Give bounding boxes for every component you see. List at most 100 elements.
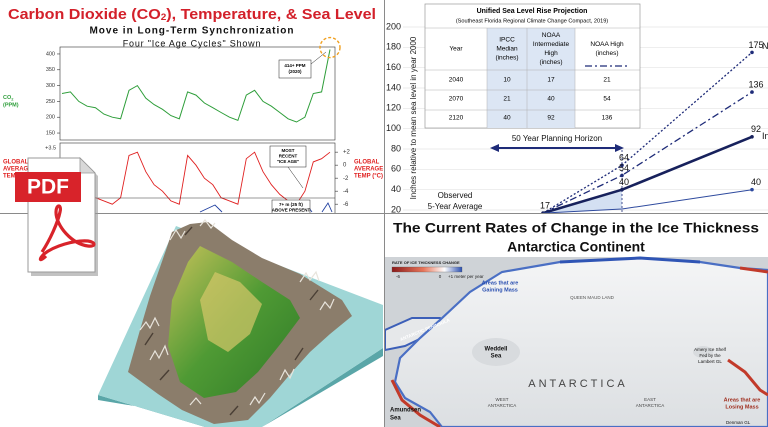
y-tick-label: -4	[343, 189, 349, 195]
y-tick-label: 180	[386, 42, 401, 52]
table-header: Median	[496, 46, 518, 53]
annotation: "ICE AGE"	[277, 159, 300, 164]
axis-label: Inches relative to mean sea level in yea…	[409, 36, 418, 199]
axis-label-text: CO	[3, 95, 12, 101]
table-cell: 2070	[449, 96, 464, 103]
annotation-box	[278, 59, 312, 79]
map-label: ANTARCTICA	[528, 378, 627, 390]
axis-label: GLOBAL	[3, 160, 29, 166]
legend-label: +1 meter per year	[448, 274, 484, 279]
annotation: Observed	[438, 191, 473, 200]
y-tick-label: 140	[386, 82, 401, 92]
y-tick-label: 120	[386, 103, 401, 113]
antarctica-panel: The Current Rates of Change in the Ice T…	[385, 214, 768, 427]
table-header: Intermediate	[533, 41, 570, 48]
table-cell: 10	[503, 77, 511, 84]
title-text: ), Temperature, & Sea Level	[166, 7, 376, 23]
title-text: Carbon Dioxide (CO	[8, 7, 161, 23]
table-cell: 40	[547, 96, 555, 103]
line-label: Int	[762, 131, 768, 141]
table-cell: 54	[603, 96, 611, 103]
y-tick-label: 100	[386, 123, 401, 133]
data-point	[750, 90, 754, 94]
annotation: MOST	[282, 148, 295, 153]
axis-label: (PPM)	[3, 102, 19, 108]
y-tick-label: 80	[391, 143, 401, 153]
table-header: NOAA High	[590, 41, 624, 48]
map-label: QUEEN MAUD LAND	[570, 295, 615, 300]
terrain-shadows	[144, 226, 319, 416]
y-tick-label: +3.5	[45, 145, 56, 151]
table-header: (inches)	[539, 59, 562, 66]
axis-label: TEMP	[3, 174, 20, 180]
axis-label: GLOBAL	[354, 160, 380, 166]
y-tick-label: +2	[343, 150, 351, 156]
co2-line	[61, 49, 331, 123]
temperature-line	[61, 151, 331, 205]
map-label: WEST	[496, 397, 509, 402]
axis-label: CO2	[3, 95, 14, 101]
y-tick-label: 60	[391, 164, 401, 174]
axis-label: AVERAGE	[354, 167, 383, 173]
annotation-arrow	[310, 51, 327, 65]
map-label: Amundsen	[390, 408, 421, 414]
loss-coast	[390, 266, 768, 427]
data-point	[620, 187, 624, 192]
pdf-fold	[79, 157, 96, 174]
table-header: IPCC	[499, 37, 515, 44]
table-cell: 21	[503, 96, 511, 103]
data-label: 175	[748, 40, 763, 50]
map-label: Areas that are	[482, 280, 519, 286]
map-label: ANTARCTICA	[636, 403, 664, 408]
pdf-band	[15, 172, 81, 202]
weddell-sea	[472, 338, 520, 366]
data-point	[620, 173, 624, 178]
table-shade	[487, 28, 575, 128]
axis-label: AVERAGE	[3, 167, 32, 173]
title-subscript: 2	[161, 12, 167, 22]
annotation: 7+ m (25 ft)	[279, 202, 303, 207]
y-tick-label: 350	[46, 67, 55, 73]
annotation: ABOVE PRESENT	[272, 208, 311, 213]
acrobat-logo	[38, 204, 96, 262]
annotation: 414+ PPM	[284, 63, 305, 68]
legend-label: 0	[439, 274, 442, 279]
line-label: N	[762, 41, 768, 51]
map-label: Lambert GL	[698, 359, 722, 364]
pdf-icon: PDF	[15, 157, 98, 276]
chart-subtitle: Move in Long-Term Synchronization	[89, 26, 294, 37]
map-label: ANTARCTICA	[488, 403, 516, 408]
data-label: 40	[751, 177, 761, 187]
map-label: Gaining Mass	[482, 287, 518, 293]
map-label: Sea	[491, 354, 502, 360]
y-tick-label: 200	[46, 115, 55, 121]
terrain-panel	[0, 214, 384, 427]
legend-bar	[391, 266, 463, 273]
map-title: The Current Rates of Change in the Ice T…	[393, 220, 759, 236]
y-tick-label: 400	[46, 51, 55, 57]
map-label: Areas that are	[724, 397, 761, 403]
annotation: 50 Year Planning Horizon	[512, 134, 602, 143]
map-title: Antarctica Continent	[507, 239, 645, 255]
data-label: 40	[619, 177, 629, 187]
data-label: 17	[540, 200, 550, 210]
table-cell: 136	[602, 115, 613, 122]
table-header: High	[544, 50, 558, 57]
annotation-arrow	[287, 166, 304, 189]
axis-label: TEMP (°C)	[354, 174, 383, 180]
map-label: Denman GL	[726, 420, 751, 425]
annotation: RECENT	[279, 154, 298, 159]
legend-label: -6	[396, 274, 400, 279]
y-tick-label: 250	[46, 99, 55, 105]
terrain-ridges	[139, 219, 335, 406]
map-label: Amery Ice Shelf	[694, 347, 727, 352]
y-tick-label: 300	[46, 83, 55, 89]
annotation-box	[271, 199, 311, 213]
map-label: Sea	[390, 416, 401, 422]
data-point	[750, 50, 754, 55]
table-title: Unified Sea Level Rise Projection	[477, 8, 588, 15]
chart-caption: Four "Ice Age Cycles" Shown	[123, 38, 262, 48]
table-cell: 21	[603, 77, 611, 84]
